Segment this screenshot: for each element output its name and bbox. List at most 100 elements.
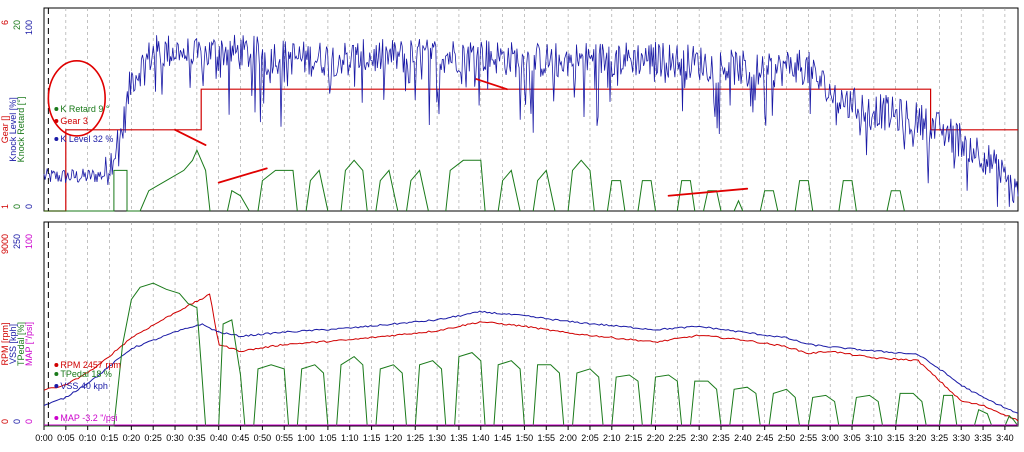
- x-tick-label: 2:20: [647, 433, 665, 443]
- top-series-knock-retard-segment: [838, 180, 857, 212]
- bottom-series-tpedal-segment: [729, 386, 761, 427]
- bottom-series-tpedal-segment: [375, 364, 407, 427]
- x-tick-label: 2:00: [559, 433, 577, 443]
- bottom-axis-label: TPedal [%]: [16, 322, 26, 366]
- x-tick-label: 2:35: [712, 433, 730, 443]
- x-tick-label: 1:50: [516, 433, 534, 443]
- bottom-series-tpedal-segment: [296, 364, 329, 427]
- top-series-knock-retard-segment: [257, 169, 298, 212]
- bottom-series-tpedal-segment: [414, 360, 447, 427]
- x-tick-label: 2:15: [625, 433, 643, 443]
- bottom-series-tpedal-segment: [1004, 414, 1019, 427]
- bottom-scale-max: 9000: [0, 234, 10, 254]
- x-tick-label: 2:10: [603, 433, 621, 443]
- top-readout-marker: [54, 137, 59, 141]
- bottom-readout: MAP -3.2 "/psi: [60, 413, 117, 423]
- top-readout: K Retard 9 °: [60, 104, 110, 114]
- bottom-series-tpedal-segment: [336, 355, 368, 427]
- bottom-series-tpedal-segment: [572, 368, 604, 427]
- bottom-series-tpedal-segment: [650, 374, 683, 427]
- top-series-knock-retard-segment: [445, 159, 486, 212]
- bottom-series-tpedal-segment: [611, 374, 643, 427]
- bottom-series-tpedal-segment: [493, 360, 525, 427]
- bottom-series-tpedal-segment: [895, 392, 927, 427]
- top-scale-max: 6: [0, 20, 10, 25]
- bottom-readout: TPedal 18 %: [60, 369, 112, 379]
- x-tick-label: 1:30: [428, 433, 446, 443]
- x-tick-label: 0:55: [275, 433, 293, 443]
- top-axis-label: Gear []: [0, 116, 10, 144]
- bottom-series-tpedal-segment: [532, 364, 565, 427]
- x-tick-label: 2:30: [690, 433, 708, 443]
- bottom-axis-label: MAP ["/psi]: [24, 322, 34, 366]
- x-tick-label: 1:25: [406, 433, 424, 443]
- bottom-series-tpedal-segment: [253, 364, 290, 427]
- top-series-knock-retard-segment: [794, 180, 814, 212]
- x-tick-label: 1:15: [363, 433, 381, 443]
- top-series-knock-retard-segment: [759, 190, 779, 212]
- x-tick-label: 0:40: [210, 433, 228, 443]
- top-readout: K Level 32 %: [60, 134, 113, 144]
- bottom-series-tpedal-segment: [768, 388, 801, 427]
- top-series-knock-retard-segment: [375, 169, 399, 212]
- top-series-knock-retard-segment: [703, 190, 722, 212]
- x-tick-label: 2:05: [581, 433, 599, 443]
- x-tick-label: 0:25: [144, 433, 162, 443]
- bottom-series-rpm-line: [43, 293, 1019, 422]
- top-panel: Gear []Knock Level [%]Knock Retard [°] 6 1…: [0, 7, 1019, 212]
- top-axis-label: Knock Retard [°]: [16, 97, 26, 163]
- bottom-scale-min: 0: [12, 419, 22, 424]
- top-series-knock-retard-segment: [567, 159, 595, 212]
- annotation-stroke: [217, 167, 268, 184]
- x-tick-label: 0:10: [79, 433, 97, 443]
- bottom-series-tpedal-segment: [218, 319, 246, 427]
- x-tick-label: 0:15: [101, 433, 119, 443]
- top-scale-min: 0: [24, 204, 34, 209]
- top-series-knock-retard-segment: [676, 180, 696, 212]
- bottom-readout: RPM 2457 rpm: [60, 360, 121, 370]
- top-scale-min: 0: [12, 204, 22, 209]
- top-series-knock-retard-segment: [606, 180, 626, 212]
- top-scale-min: 1: [0, 204, 10, 209]
- top-series-knock-level-line: [43, 34, 1019, 207]
- x-tick-label: 3:30: [952, 433, 970, 443]
- x-tick-label: 2:45: [756, 433, 774, 443]
- x-tick-label: 1:40: [472, 433, 490, 443]
- x-tick-label: 3:15: [887, 433, 905, 443]
- bottom-grid: [65, 222, 1006, 426]
- bottom-readout: VSS 40 kph: [60, 381, 108, 391]
- bottom-panel: RPM [rpm]VSS [kph]TPedal [%]MAP ["/psi] 9…: [0, 221, 1019, 427]
- x-tick-label: 3:25: [931, 433, 949, 443]
- bottom-series-tpedal-segment: [938, 394, 958, 427]
- bottom-series-tpedal-segment: [689, 380, 722, 427]
- top-grid: [65, 8, 1006, 211]
- x-tick-label: 3:35: [974, 433, 992, 443]
- bottom-series-tpedal-segment: [973, 408, 993, 427]
- bottom-readout-marker: [54, 363, 59, 367]
- annotation-stroke: [174, 128, 207, 146]
- bottom-scale-min: 0: [24, 419, 34, 424]
- x-tick-label: 2:50: [778, 433, 796, 443]
- x-tick-label: 3:40: [996, 433, 1014, 443]
- bottom-plot-frame: [43, 221, 1019, 427]
- bottom-scale-min: 0: [0, 419, 10, 424]
- x-tick-label: 2:25: [669, 433, 687, 443]
- top-series-knock-retard-segment: [637, 180, 656, 212]
- top-readout-marker: [54, 107, 59, 111]
- top-series-knock-retard-segment: [44, 148, 211, 212]
- top-series-knock-retard-segment: [733, 199, 744, 212]
- x-axis: 0:00 0:05 0:10 0:15 0:20 0:25 0:30 0:35 0:40 0:45…: [35, 426, 1014, 443]
- x-tick-label: 1:10: [341, 433, 359, 443]
- x-tick-label: 0:35: [188, 433, 206, 443]
- x-tick-label: 1:00: [297, 433, 315, 443]
- bottom-series-tpedal-segment: [851, 394, 884, 427]
- top-series-knock-retard-segment: [406, 169, 429, 212]
- top-readout: Gear 3: [60, 116, 88, 126]
- x-tick-label: 3:05: [843, 433, 861, 443]
- bottom-series-tpedal-segment: [44, 282, 207, 427]
- top-series-knock-retard-segment: [226, 189, 250, 212]
- annotation-stroke: [667, 187, 749, 197]
- top-series-knock-retard-segment: [497, 169, 521, 212]
- top-series-knock-retard-segment: [305, 169, 329, 212]
